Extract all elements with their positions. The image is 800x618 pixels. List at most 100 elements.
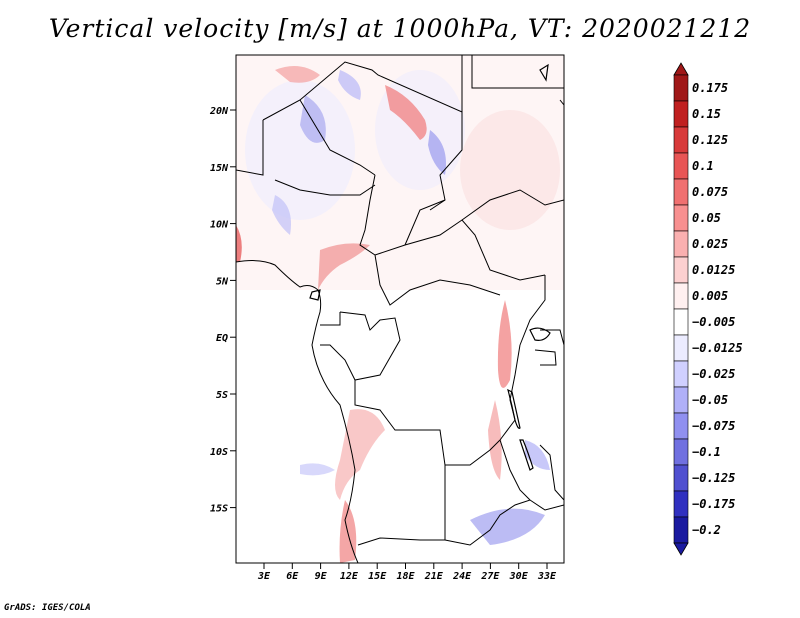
colorbar-label: 0.025 <box>692 237 728 251</box>
border-car-north <box>374 219 546 281</box>
colorbar-label: 0.175 <box>692 81 728 95</box>
colorbar-label: −0.2 <box>692 523 721 537</box>
lakes <box>309 63 551 471</box>
lon-label: 12E <box>340 571 359 582</box>
colorbar-label: −0.1 <box>692 445 721 459</box>
colorbar-swatch <box>673 178 689 206</box>
border-kenya-uganda <box>534 329 564 366</box>
border-angola-zambia-namibia <box>357 465 446 546</box>
colorbar-swatch <box>673 334 689 362</box>
colorbar-label: 0.125 <box>692 133 728 147</box>
chart-title: Vertical velocity [m/s] at 1000hPa, VT: … <box>48 14 752 43</box>
border-malawi <box>539 444 564 501</box>
colorbar-swatch <box>673 490 689 518</box>
lon-label: 3E <box>257 571 271 582</box>
border-chad-car <box>404 199 446 246</box>
lon-label: 15E <box>368 571 387 582</box>
border-egypt-sudan <box>471 55 564 89</box>
colorbar-top-arrow <box>673 62 689 76</box>
colorbar-swatch <box>673 438 689 466</box>
colorbar-swatch <box>673 308 689 336</box>
lat-label: 5S <box>216 390 228 401</box>
colorbar-swatch <box>673 464 689 492</box>
lake-nasser <box>539 63 549 82</box>
borders <box>236 55 564 563</box>
streak-rift-north <box>497 300 512 388</box>
colorbar-swatch <box>673 516 689 544</box>
colorbar-label: −0.05 <box>692 393 728 407</box>
border-mali-niger <box>236 120 264 176</box>
colorbar-swatch <box>673 230 689 258</box>
lon-label: 21E <box>424 571 444 582</box>
lake-victoria <box>529 327 551 341</box>
velocity-field <box>236 55 564 563</box>
lat-label: 15S <box>210 504 228 515</box>
colorbar-label: 0.05 <box>692 211 721 225</box>
patch-niger-blue <box>300 95 326 143</box>
border-nigeria-cameroon <box>359 174 376 256</box>
lat-label: 15N <box>210 163 229 174</box>
bioko-island <box>309 289 321 301</box>
patch-malawi-blue <box>525 440 550 470</box>
colorbar-swatch <box>673 412 689 440</box>
colorbar-label: −0.075 <box>692 419 735 433</box>
streak-rift-south <box>488 400 502 480</box>
longitude-axis: 3E 6E 9E 12E 15E 18E 21E 24E 27E 30E 33E <box>257 563 557 582</box>
footer-credit: GrADS: IGES/COLA <box>4 603 91 613</box>
lon-label: 18E <box>396 571 415 582</box>
colorbar-swatch <box>673 282 689 310</box>
colorbar-bottom-arrow <box>673 542 689 556</box>
colorbar-label: −0.125 <box>692 471 735 485</box>
colorbar-swatch <box>673 100 689 128</box>
patch-mozambique-blue <box>470 508 545 545</box>
colorbar-swatch <box>673 360 689 388</box>
colorbar-label: −0.0125 <box>692 341 743 355</box>
colorbar-label: −0.005 <box>692 315 735 329</box>
border-zambia-south <box>444 499 564 546</box>
colorbar-label: 0.005 <box>692 289 728 303</box>
latitude-axis: 20N 15N 10N 5N EQ 5S 10S 15S <box>209 106 236 515</box>
colorbar-label: 0.15 <box>692 107 721 121</box>
colorbar-swatch <box>673 386 689 414</box>
streak-air <box>275 66 320 83</box>
colorbar-label: 0.1 <box>692 159 714 173</box>
streak-tibesti <box>385 85 427 140</box>
lat-label: EQ <box>216 333 228 344</box>
patch-nigeria-blue <box>272 195 291 235</box>
border-eq-guinea <box>320 312 341 326</box>
lon-label: 33E <box>537 571 557 582</box>
border-car-south <box>374 254 501 306</box>
lat-label: 10N <box>210 220 229 231</box>
lon-label: 27E <box>480 571 500 582</box>
lake-malawi-outline <box>519 439 534 471</box>
patch-chad-blue <box>428 130 446 175</box>
border-zambia-east <box>499 439 531 501</box>
colorbar-label: 0.0125 <box>692 263 735 277</box>
colorbar-label: 0.075 <box>692 185 728 199</box>
atlantic-coastline <box>236 260 359 563</box>
colorbar-label: −0.025 <box>692 367 735 381</box>
field-sudan <box>460 110 560 230</box>
patch-atlantic-blue <box>300 463 335 476</box>
colorbar-swatch <box>673 204 689 232</box>
border-sudan-south <box>461 189 564 221</box>
lon-label: 24E <box>452 571 472 582</box>
border-gabon-congo <box>320 311 401 381</box>
border-drc-angola <box>354 380 501 466</box>
border-niger-chad <box>299 99 376 176</box>
field-sahel-west <box>245 80 355 220</box>
lake-tanganyika <box>507 388 521 429</box>
map-frame <box>235 54 565 564</box>
colorbar-swatch <box>673 256 689 284</box>
border-niger-nigeria <box>274 179 376 196</box>
border-east-tip <box>559 99 564 106</box>
colorbar-label: −0.175 <box>692 497 735 511</box>
colorbar: 0.175 0.15 0.125 0.1 0.075 0.05 0.025 0.0125 0.0… <box>673 62 743 556</box>
colorbar-swatch <box>673 152 689 180</box>
border-chad-sudan <box>429 112 463 211</box>
border-uganda <box>519 275 546 346</box>
lat-label: 20N <box>209 106 229 117</box>
lat-label: 10S <box>210 447 228 458</box>
lon-label: 6E <box>286 571 299 582</box>
